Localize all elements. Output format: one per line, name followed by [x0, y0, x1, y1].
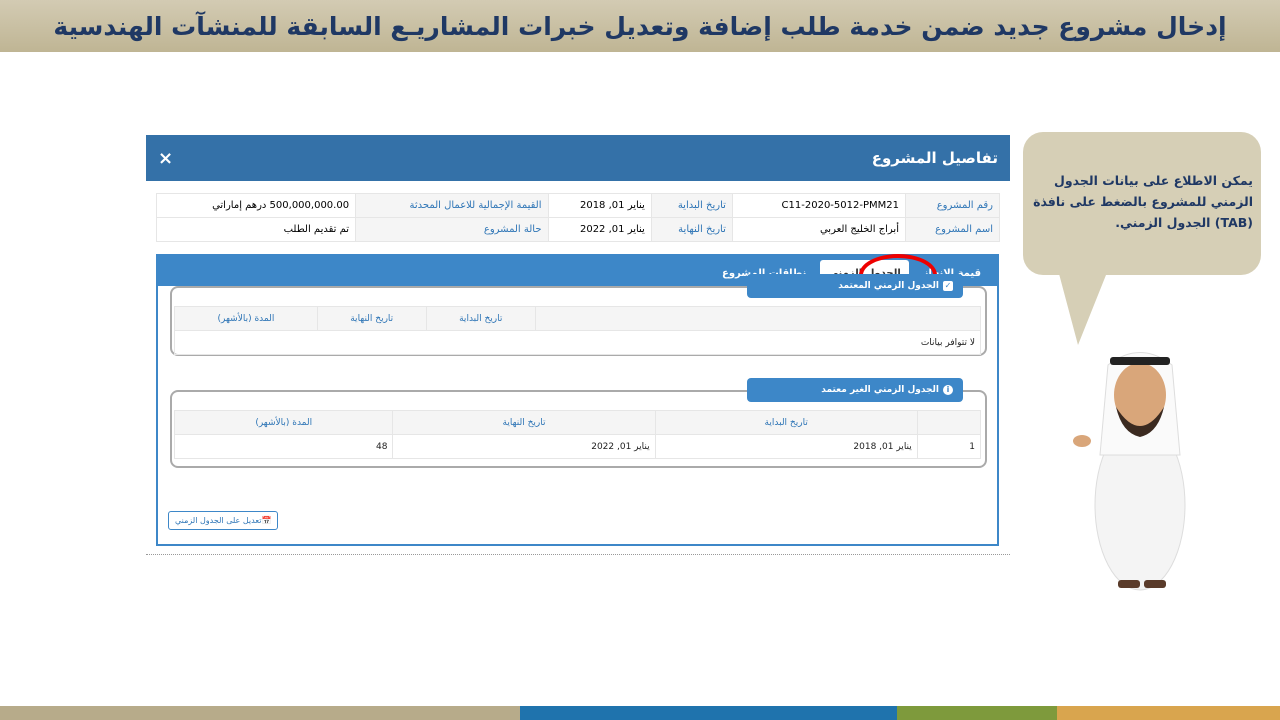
cell: يناير 01, 2018 [654, 434, 918, 459]
info-label: رقم المشروع [905, 193, 1000, 218]
tab-project-scopes[interactable]: نطاقات المشروع [722, 267, 807, 279]
modal-title: تفاصيل المشروع [871, 149, 998, 167]
bubble-text: يمكن الاطلاع على بيانات الجدول الزمني لل… [1033, 173, 1253, 230]
info-label: اسم المشروع [905, 217, 1000, 242]
column-header: المدة (بالأشهر) [173, 410, 394, 435]
edit-timeline-button[interactable]: 📅تعديل على الجدول الزمني [168, 511, 279, 530]
column-header [535, 306, 981, 331]
info-label: القيمة الإجمالية للاعمال المحدثة [355, 193, 549, 218]
slide-title-bar: إدخال مشروع جديد ضمن خدمة طلب إضافة وتعد… [0, 0, 1280, 52]
project-info-table: رقم المشروع C11-2020-5012-PMM21 تاريخ الب… [155, 193, 1000, 242]
info-label: تاريخ النهاية [650, 217, 733, 242]
info-value: يناير 01, 2018 [547, 193, 652, 218]
unapproved-timeline-table: تاريخ البداية تاريخ النهاية المدة (بالأشهر… [173, 410, 982, 459]
table-row: 1 يناير 01, 2018 يناير 01, 2022 48 [173, 434, 982, 459]
tab-achievement-value[interactable]: قيمة الإنجاز [922, 267, 981, 279]
approved-timeline-table: تاريخ البداية تاريخ النهاية المدة (بالأشهر… [174, 306, 981, 355]
project-details-modal: تفاصيل المشروع × رقم المشروع C11-2020-501… [146, 135, 1010, 555]
cell: 48 [173, 434, 394, 459]
column-header: المدة (بالأشهر) [174, 306, 318, 331]
unapproved-timeline-section: i الجدول الزمني الغير معتمد تاريخ البداية… [170, 378, 987, 468]
approved-timeline-section: ✓ الجدول الزمني المعتمد تاريخ البداية تاري… [170, 274, 987, 356]
column-header: تاريخ النهاية [392, 410, 656, 435]
section-title: الجدول الزمني المعتمد [838, 281, 939, 291]
speech-bubble: يمكن الاطلاع على بيانات الجدول الزمني لل… [1023, 132, 1261, 275]
info-value: أبراج الخليج العربي [731, 217, 907, 242]
tabs-panel: قيمة الإنجاز الجدول الزمني نطاقات المشرو… [156, 254, 999, 546]
column-header [916, 410, 982, 435]
info-value: تم تقديم الطلب [155, 217, 357, 242]
section-title: الجدول الزمني الغير معتمد [821, 385, 939, 395]
slide-title: إدخال مشروع جديد ضمن خدمة طلب إضافة وتعد… [53, 11, 1227, 41]
footer-bar-beige [0, 706, 520, 720]
info-value: C11-2020-5012-PMM21 [731, 193, 907, 218]
info-circle-icon: i [943, 385, 953, 395]
info-label: تاريخ البداية [650, 193, 733, 218]
column-header: تاريخ النهاية [316, 306, 427, 331]
column-header: تاريخ البداية [425, 306, 537, 331]
footer-bar-blue [520, 706, 897, 720]
footer-bar-orange [1057, 706, 1280, 720]
calendar-icon: 📅 [261, 516, 272, 525]
unapproved-timeline-header: i الجدول الزمني الغير معتمد [747, 378, 963, 402]
close-icon[interactable]: × [158, 147, 174, 169]
cell: 1 [916, 434, 982, 459]
info-value: يناير 01, 2022 [547, 217, 652, 242]
approved-timeline-header: ✓ الجدول الزمني المعتمد [747, 274, 963, 298]
speech-bubble-tail [1058, 270, 1108, 345]
character-illustration [1073, 352, 1186, 591]
button-label: تعديل على الجدول الزمني [175, 516, 262, 525]
cell: يناير 01, 2022 [392, 434, 656, 459]
check-icon: ✓ [943, 281, 953, 291]
empty-message: لا تتوافر بيانات [174, 330, 981, 355]
info-value: 500,000,000.00 درهم إماراتي [155, 193, 357, 218]
modal-header: تفاصيل المشروع × [146, 135, 1010, 181]
footer-bar-green [897, 706, 1057, 720]
info-label: حالة المشروع [355, 217, 549, 242]
column-header: تاريخ البداية [654, 410, 918, 435]
